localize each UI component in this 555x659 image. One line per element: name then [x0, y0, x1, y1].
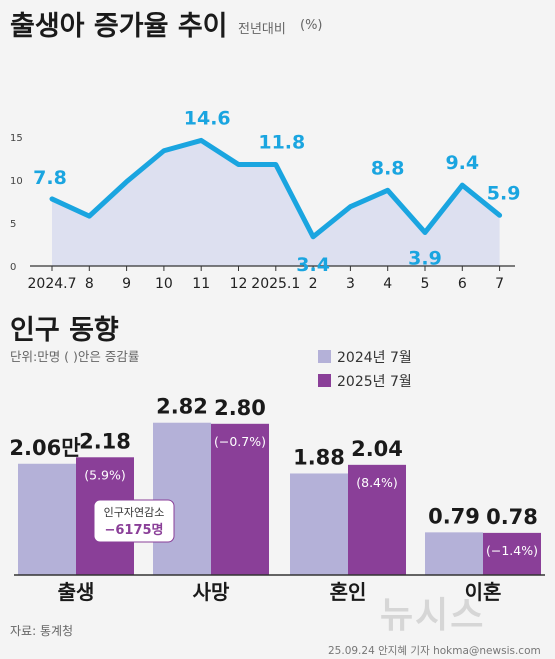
- bar-value-label-2025: 2.04: [351, 437, 403, 461]
- bar-2024: [153, 422, 211, 575]
- line-labels-layer: 7.8 14.6 11.8 3.4 8.8 3.9 9.4 5.9: [33, 107, 520, 275]
- line-data-label: 3.4: [296, 254, 330, 276]
- line-x-tick-label: 7: [495, 276, 504, 292]
- line-x-tick-label: 3: [346, 276, 355, 292]
- bar-2024: [290, 473, 348, 575]
- legend-swatch-2024: [318, 350, 331, 363]
- bar-value-label-2024: 1.88: [293, 445, 345, 469]
- line-chart-subtitle: 전년대비: [238, 22, 286, 37]
- bar-change-label: (8.4%): [356, 475, 398, 490]
- bar-change-label: (−1.4%): [486, 543, 538, 558]
- annotation-box: [93, 499, 175, 543]
- line-series-path: [49, 137, 503, 240]
- bar-change-label: (5.9%): [84, 467, 126, 482]
- watermark-logo: 뉴시스: [380, 595, 486, 636]
- line-x-tick-label: 8: [85, 276, 94, 292]
- line-data-label: 5.9: [487, 182, 521, 204]
- line-area-fill: [52, 140, 500, 266]
- line-chart-unit: (%): [300, 18, 323, 33]
- line-y-tick: 15: [10, 133, 23, 144]
- line-data-label: 9.4: [445, 152, 479, 174]
- line-y-tick: 5: [10, 219, 16, 230]
- bar-2025: [483, 532, 541, 575]
- bar-legend: 2024년 7월 2025년 7월: [318, 350, 412, 390]
- line-series-layer: [49, 137, 503, 240]
- line-y-tick: 10: [10, 176, 23, 187]
- line-x-tick-label: 12: [230, 276, 248, 292]
- line-x-tick-label: 2025.1: [251, 276, 300, 292]
- bar-value-label-2025: 0.78: [486, 505, 538, 529]
- line-y-axis: 0 5 10 15: [10, 133, 23, 273]
- bar-category-label: 혼인: [330, 580, 367, 604]
- bar-2024: [425, 532, 483, 575]
- bar-value-label-2025: 2.18: [79, 429, 131, 453]
- bar-2025: [348, 464, 406, 575]
- line-x-tick-label: 10: [155, 276, 173, 292]
- line-x-tick-label: 6: [458, 276, 467, 292]
- bar-axis: 출생 사망 혼인 이혼: [14, 574, 545, 604]
- line-x-tick-label: 2: [309, 276, 318, 292]
- line-x-tick-label: 2024.7: [28, 276, 77, 292]
- bar-category-label: 출생: [58, 580, 95, 604]
- bar-category-label: 이혼: [465, 580, 502, 604]
- line-chart-title: 출생아 증가율 추이: [10, 11, 228, 42]
- bar-category-label: 사망: [193, 580, 230, 604]
- annotation-title: 인구자연감소: [104, 506, 165, 519]
- line-x-tick-label: 4: [383, 276, 392, 292]
- line-data-label: 11.8: [258, 132, 305, 154]
- line-data-label: 7.8: [33, 167, 67, 189]
- line-x-tick-label: 9: [122, 276, 131, 292]
- bar-value-label-2025: 2.80: [214, 396, 266, 420]
- bar-value-label-2024: 2.82: [156, 395, 208, 419]
- legend-swatch-2025: [318, 374, 331, 387]
- unit-note: 단위:만명 ( )안은 증감률: [10, 349, 140, 364]
- line-y-tick: 0: [10, 262, 16, 273]
- bar-annotation: 인구자연감소 −6175명: [93, 499, 175, 543]
- line-data-label: 8.8: [371, 157, 405, 179]
- bar-value-label-2024: 2.06만: [9, 436, 80, 460]
- legend-label-2024: 2024년 7월: [337, 350, 412, 366]
- bar-2025: [211, 423, 269, 575]
- line-area-layer: [52, 140, 500, 266]
- bar-2024: [18, 463, 76, 575]
- line-x-axis: 2024.7 8 9 10 11 12 2025.1 2 3 4 5 6 7: [28, 265, 515, 292]
- source-note: 자료: 통계청: [10, 624, 74, 638]
- line-x-tick-label: 11: [192, 276, 210, 292]
- bar-change-label: (−0.7%): [214, 434, 266, 449]
- line-chart: 0 5 10 15 2024.7 8 9 10 11 12 2025.1 2 3 4 5 6 7 7.8 14.…: [10, 107, 520, 292]
- line-x-tick-label: 5: [421, 276, 430, 292]
- line-data-label: 3.9: [408, 247, 442, 269]
- legend-label-2025: 2025년 7월: [337, 374, 412, 390]
- bar-chart-title: 인구 동향: [10, 315, 119, 346]
- annotation-value: −6175명: [104, 522, 163, 538]
- line-data-label: 14.6: [184, 107, 231, 129]
- bar-value-label-2024: 0.79: [428, 504, 480, 528]
- footer-credit: 25.09.24 안지혜 기자 hokma@newsis.com: [328, 645, 541, 657]
